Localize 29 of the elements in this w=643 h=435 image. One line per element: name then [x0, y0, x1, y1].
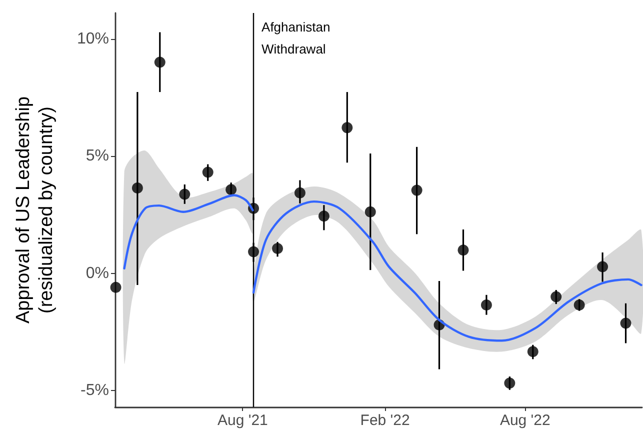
- point: [480, 299, 492, 310]
- point: [574, 299, 585, 310]
- y-tick-label: 5%: [86, 148, 109, 165]
- point: [550, 291, 562, 302]
- point: [504, 378, 516, 389]
- y-tick-label: -5%: [80, 382, 109, 400]
- ref-line-label: Afghanistan Withdrawal: [262, 20, 334, 56]
- point: [620, 318, 632, 329]
- point: [597, 261, 608, 272]
- point: [154, 56, 166, 68]
- point: [110, 282, 122, 293]
- point: [458, 244, 469, 256]
- point: [411, 184, 422, 196]
- point: [294, 187, 306, 198]
- x-tick-label: Aug '21: [217, 412, 268, 429]
- point: [179, 188, 190, 200]
- point: [132, 182, 143, 194]
- point: [202, 166, 214, 178]
- x-tick-label: Feb '22: [360, 412, 410, 429]
- point: [527, 346, 538, 358]
- point: [342, 122, 353, 134]
- y-tick-label: 10%: [76, 30, 109, 48]
- point: [226, 184, 237, 196]
- y-tick-label: 0%: [86, 264, 109, 282]
- point: [318, 210, 330, 222]
- y-axis-title: Approval of US Leadership (residualized by country): [13, 96, 57, 324]
- x-tick-label: Aug '22: [500, 412, 550, 429]
- point: [272, 242, 284, 254]
- point: [364, 206, 376, 218]
